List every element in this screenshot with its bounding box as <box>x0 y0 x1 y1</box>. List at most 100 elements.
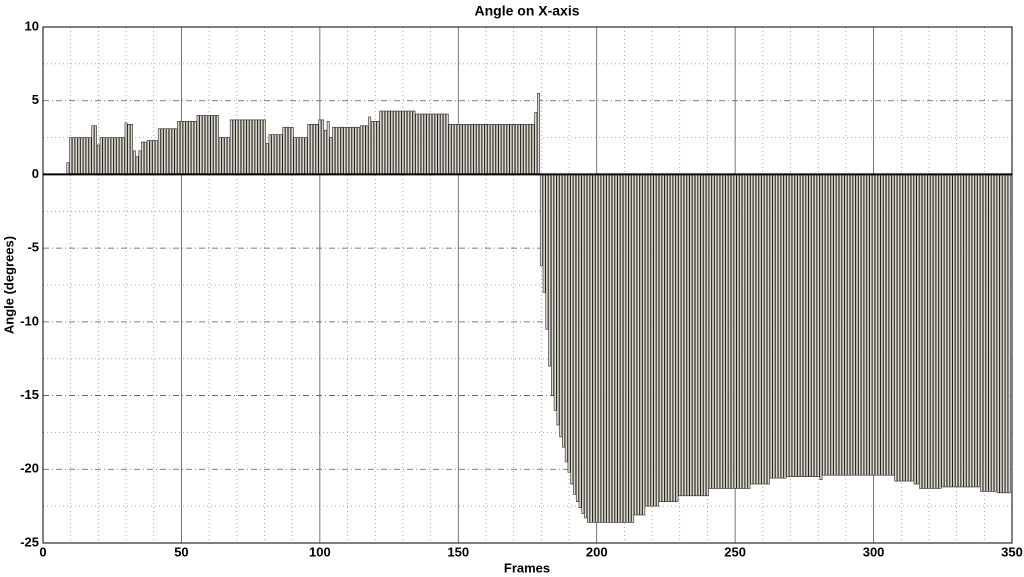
bar <box>980 174 983 492</box>
bar <box>600 174 604 523</box>
y-tick-label: -25 <box>20 534 39 549</box>
bar <box>312 124 316 175</box>
bar <box>681 174 684 497</box>
bar <box>481 124 485 175</box>
bar <box>254 119 258 175</box>
bar <box>395 110 399 175</box>
bar <box>445 113 449 175</box>
bar <box>188 121 192 175</box>
bar <box>274 134 277 175</box>
bar <box>373 121 377 175</box>
bar <box>717 174 720 489</box>
bar <box>218 137 222 175</box>
bar <box>149 140 153 175</box>
bar <box>747 174 751 489</box>
bar <box>185 121 189 175</box>
bar <box>899 174 903 482</box>
bar <box>124 122 128 175</box>
bar <box>722 174 726 489</box>
x-tick-label: 50 <box>174 544 188 559</box>
bar <box>642 174 646 516</box>
bar <box>191 121 194 175</box>
bar <box>847 174 851 476</box>
bar <box>384 110 388 175</box>
bar <box>462 124 466 175</box>
bar <box>359 125 363 175</box>
bar <box>210 115 214 175</box>
bar <box>407 110 410 175</box>
bar <box>276 134 280 175</box>
bar <box>307 124 311 175</box>
bar <box>814 174 817 477</box>
x-tick-label: 300 <box>863 544 885 559</box>
bar <box>202 115 205 175</box>
bar <box>902 174 906 482</box>
bar <box>650 174 654 507</box>
bar <box>620 174 624 523</box>
bar <box>921 174 925 489</box>
bar <box>157 128 161 175</box>
bar <box>263 119 266 175</box>
bar <box>91 125 95 175</box>
bar <box>725 174 729 489</box>
bar <box>805 174 809 477</box>
bar <box>479 124 482 175</box>
bar <box>869 174 873 476</box>
bar <box>329 137 333 175</box>
bar <box>542 174 546 293</box>
bar <box>412 110 416 175</box>
bar <box>113 137 117 175</box>
bar <box>598 174 601 523</box>
bar <box>227 137 230 175</box>
bar <box>877 174 881 476</box>
bar <box>448 124 452 175</box>
bar <box>744 174 748 489</box>
bar <box>304 137 308 175</box>
bar <box>80 137 84 175</box>
bar <box>587 174 590 523</box>
bar <box>523 124 527 175</box>
bar <box>841 174 845 476</box>
bar <box>506 124 510 175</box>
bar <box>517 124 521 175</box>
bar <box>719 174 723 489</box>
bar <box>575 174 579 503</box>
bar <box>742 174 745 489</box>
bar <box>337 126 341 175</box>
bar <box>465 124 468 175</box>
bar <box>675 174 679 503</box>
y-tick-label: -10 <box>20 313 39 328</box>
bar <box>761 174 765 485</box>
bar <box>246 119 250 175</box>
bar <box>127 124 131 175</box>
bar <box>224 137 228 175</box>
bar <box>437 113 441 175</box>
bar <box>622 174 626 523</box>
bar <box>459 124 463 175</box>
bar <box>852 174 856 476</box>
bar <box>708 174 712 489</box>
bar <box>874 174 878 476</box>
bar <box>855 174 859 476</box>
bar <box>880 174 884 476</box>
bar <box>645 174 648 507</box>
bar <box>739 174 743 489</box>
bar <box>570 174 574 485</box>
bar <box>323 129 327 175</box>
bar <box>966 174 970 488</box>
bar <box>700 174 704 497</box>
bar <box>836 174 839 476</box>
y-tick-label: -5 <box>27 240 39 255</box>
bar <box>905 174 909 482</box>
bar <box>872 174 875 476</box>
bar <box>634 174 637 516</box>
bar <box>827 174 831 476</box>
bar <box>69 137 73 175</box>
bar <box>944 174 947 488</box>
bar <box>894 174 898 482</box>
bar <box>991 174 995 492</box>
bar <box>647 174 651 507</box>
bar <box>614 174 618 523</box>
bar <box>420 113 424 175</box>
bar <box>102 137 106 175</box>
